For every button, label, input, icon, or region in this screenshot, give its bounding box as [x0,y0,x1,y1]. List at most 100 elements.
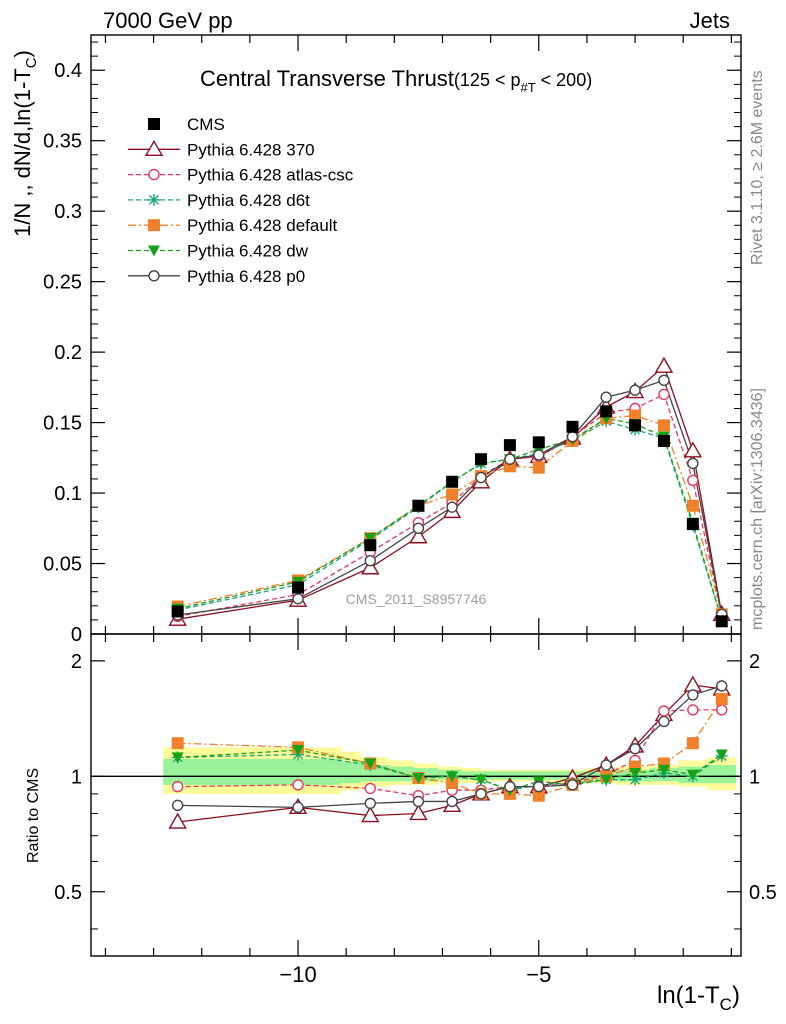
ratio-point-pythia-6-428-370 [361,806,380,823]
legend-marker-pythia-6-428-dw [148,245,160,257]
point-cms [600,405,613,418]
point-pythia-6-428-dw [364,533,377,545]
ratio-point-pythia-6-428-p0 [364,797,376,810]
ratio-point-pythia-6-428-p0 [658,715,670,728]
ratio-point-pythia-6-428-default [686,737,699,750]
point-cms [475,453,487,466]
ratio-point-pythia-6-428-370 [409,804,428,821]
ratio-point-pythia-6-428-p0 [533,780,545,793]
x-tick-label: −10 [279,962,316,987]
y-tick-label: 0.15 [43,413,82,435]
point-cms [446,475,459,488]
ratio-point-pythia-6-428-p0 [566,779,579,791]
point-pythia-6-428-default [657,419,670,432]
point-cms [171,605,184,618]
point-cms [364,539,377,552]
legend-marker-pythia-6-428-atlas-csc [148,168,160,181]
point-pythia-6-428-default [686,499,699,512]
ratio-point-pythia-6-428-dw [686,769,699,781]
ratio-point-pythia-6-428-p0 [687,689,699,701]
ratio-tick-label-right: 0.5 [749,882,777,904]
ratio-point-pythia-6-428-dw [657,764,670,776]
ratio-point-pythia-6-428-atlas-csc [171,780,184,793]
point-pythia-6-428-p0 [566,430,579,443]
point-pythia-6-428-p0 [600,391,612,403]
point-pythia-6-428-p0 [629,384,641,396]
legend-label-pythia-6-428-default: Pythia 6.428 default [187,216,338,235]
ratio-frame [90,633,742,957]
ratio-point-pythia-6-428-p0 [446,795,458,808]
point-pythia-6-428-default [446,488,459,501]
ratio-point-pythia-6-428-atlas-csc [716,704,728,716]
point-cms [412,499,425,512]
y-axis-label-sub: C [23,57,40,68]
ratio-tick-label-left: 0.5 [54,882,82,904]
y-tick-label: 0 [71,624,82,646]
ratio-tick-label-left: 1 [71,766,82,788]
ratio-point-pythia-6-428-370 [683,675,703,692]
point-pythia-6-428-default [532,461,545,474]
ratio-point-pythia-6-428-dw [364,758,377,770]
point-cms [686,518,699,531]
y-tick-label: 0.35 [43,131,82,153]
line-ratio-pythia-6-428-d6t [177,753,723,791]
point-pythia-6-428-p0 [412,522,425,534]
legend-label-pythia-6-428-p0: Pythia 6.428 p0 [187,267,305,286]
legend-marker-pythia-6-428-370 [144,139,164,157]
legend-label-cms: CMS [187,115,225,134]
point-cms [715,615,728,628]
series-markers [168,356,731,829]
point-cms [503,439,516,452]
legend-label-pythia-6-428-370: Pythia 6.428 370 [187,140,315,159]
point-pythia-6-428-370 [683,441,703,458]
chart-title-suffix-sub: #T [520,80,535,95]
ratio-axis-label: Ratio to CMS [25,768,42,863]
line-ratio-pythia-6-428-p0 [177,685,722,808]
chart-title-suffix-a: (125 < p [454,70,521,90]
ratio-point-pythia-6-428-p0 [412,795,425,808]
y-tick-label: 0.25 [43,272,82,294]
y-axis-label: 1/N ,, dN/d,ln(1-TC) [10,50,40,237]
ratio-point-pythia-6-428-p0 [292,801,304,814]
ratio-point-pythia-6-428-p0 [716,680,728,692]
legend-marker-pythia-6-428-p0 [148,270,160,282]
legend-marker-pythia-6-428-default [148,219,160,232]
ratio-point-pythia-6-428-atlas-csc [658,705,670,717]
ratio-point-pythia-6-428-p0 [475,788,487,800]
ratio-point-pythia-6-428-default [715,693,728,706]
point-pythia-6-428-p0 [658,374,670,387]
y-tick-label: 0.2 [54,342,82,364]
point-cms [532,436,545,449]
ratio-point-pythia-6-428-d6t [629,773,642,786]
ratio-point-pythia-6-428-dw [475,774,487,786]
line-ratio-pythia-6-428-dw [177,749,723,791]
point-pythia-6-428-p0 [687,457,699,470]
point-pythia-6-428-370 [409,527,428,544]
point-pythia-6-428-370 [654,356,674,373]
watermark: CMS_2011_S8957746 [346,591,487,607]
legend-label-pythia-6-428-atlas-csc: Pythia 6.428 atlas-csc [187,166,354,185]
ratio-point-pythia-6-428-370 [168,812,187,829]
ratio-tick-label-right: 2 [749,651,760,673]
point-pythia-6-428-default [629,409,642,422]
ratio-tick-label-right: 1 [749,766,760,788]
ratio-point-pythia-6-428-default [446,777,459,790]
ratio-point-pythia-6-428-p0 [629,743,641,755]
legend: CMS Pythia 6.428 370 Pythia 6.428 atlas-cs… [128,115,354,286]
y-axis-label-main: 1/N ,, dN/d,ln(1-T [10,68,35,237]
point-pythia-6-428-atlas-csc [687,474,699,487]
point-pythia-6-428-p0 [364,555,376,567]
y-tick-label: 0.4 [54,60,82,82]
ratio-point-pythia-6-428-atlas-csc [292,779,304,791]
chart-title-suffix-b: < 200) [536,70,593,90]
legend-marker-pythia-6-428-d6t [148,193,160,206]
x-axis-label: ln(1-TC) [657,982,740,1014]
point-pythia-6-428-atlas-csc [658,388,670,401]
header-left: 7000 GeV pp [103,8,233,33]
frames-and-ticks: 0 0.05 0.1 0.15 0.2 0.25 0.3 0.35 0.4 0.5 0.5 1 1 2 2 −… [43,34,777,987]
x-axis-label-main: ln(1-T [657,982,720,1009]
ratio-point-pythia-6-428-dw [412,772,425,784]
point-cms [566,420,579,433]
legend-marker-cms [148,118,160,130]
